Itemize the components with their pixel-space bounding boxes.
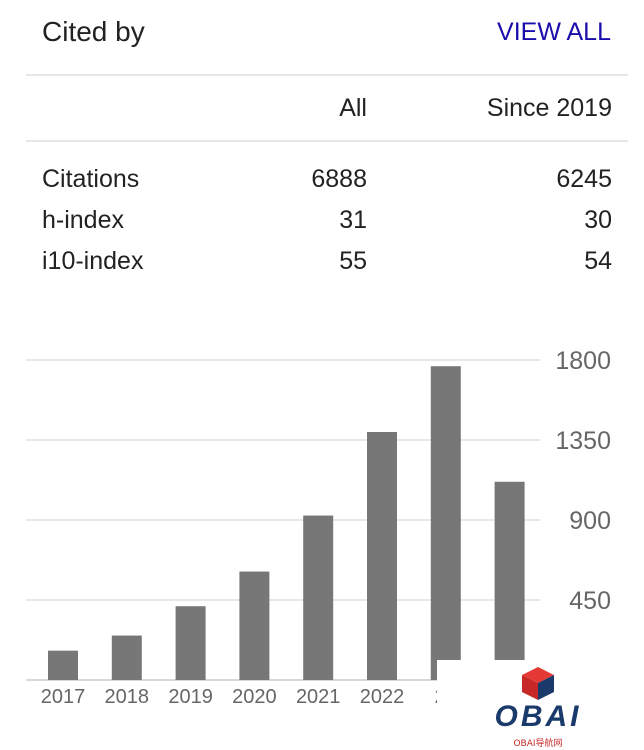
column-header-since-2019: Since 2019 [486,94,612,122]
watermark-logo: OBAI OBAI导航网 [488,664,588,750]
h-index-label: h-index [42,206,124,234]
x-tick-label: 2020 [232,686,277,708]
cited-by-header: Cited by VIEW ALL [0,0,644,76]
bar-2019[interactable] [175,606,206,680]
bar-2017[interactable] [48,650,78,680]
x-tick-label: 2022 [360,686,405,708]
cube-icon [522,667,554,700]
bar-2022[interactable] [367,432,397,680]
section-title: Cited by [42,16,145,47]
i10-index-label: i10-index [42,247,144,275]
x-tick-label: 2019 [168,686,213,708]
citations-since-value: 6245 [556,165,612,193]
bar-2020[interactable] [239,571,270,680]
citations-per-year-chart: 4509001350180020172018201920202021202220 [26,347,611,720]
y-tick-label: 900 [569,507,611,535]
x-tick-label: 2017 [41,686,86,708]
divider [26,74,628,76]
h-index-since-value: 30 [584,206,612,234]
bar-2021[interactable] [303,515,334,680]
x-tick-label: 2018 [105,686,150,708]
column-header-all: All [339,94,367,122]
bar-20[interactable] [430,366,461,680]
i10-index-all-value: 55 [339,247,367,275]
y-tick-label: 450 [569,587,611,615]
x-tick-label: 2021 [296,686,341,708]
i10-index-since-value: 54 [584,247,612,275]
y-tick-label: 1800 [555,347,611,375]
h-index-all-value: 31 [339,206,367,234]
citations-all-value: 6888 [311,165,367,193]
y-tick-label: 1350 [555,427,611,455]
view-all-link[interactable]: VIEW ALL [497,18,611,46]
citations-label: Citations [42,165,140,193]
divider [26,140,628,142]
bar-partial[interactable] [494,481,525,680]
watermark-subtext: OBAI导航网 [513,739,563,749]
watermark-text: OBAI [494,700,582,733]
bar-2018[interactable] [111,635,142,680]
